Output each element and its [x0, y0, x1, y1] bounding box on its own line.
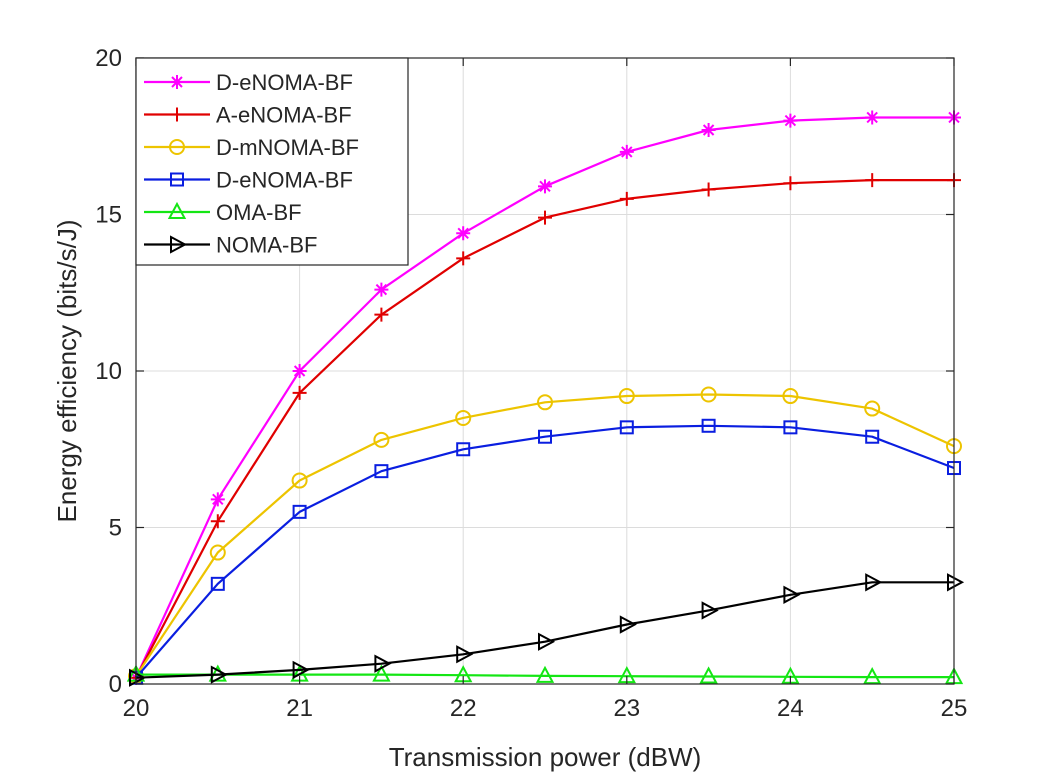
- series-5: [126, 664, 964, 685]
- y-tick-label: 5: [109, 515, 122, 542]
- legend-entry: D-eNOMA-BF: [144, 168, 353, 193]
- data-point: [701, 182, 716, 197]
- data-point: [782, 388, 799, 405]
- data-point: [865, 173, 880, 188]
- legend: D-eNOMA-BF A-eNOMA-BF D-mNOMA-BF D-eNOMA-BF…: [135, 57, 409, 266]
- data-point: [374, 654, 392, 673]
- data-point: [619, 615, 637, 634]
- data-point: [619, 191, 634, 206]
- y-tick-label: 10: [95, 358, 122, 385]
- data-point: [292, 364, 307, 378]
- x-tick-label: 20: [123, 695, 150, 722]
- x-axis-label: Transmission power (dBW): [389, 742, 702, 772]
- data-point: [863, 666, 882, 685]
- data-point: [374, 307, 389, 322]
- data-point: [372, 664, 391, 682]
- data-point: [701, 122, 716, 137]
- data-point: [947, 573, 965, 592]
- series-3: [128, 386, 962, 685]
- y-tick-label: 20: [95, 45, 122, 72]
- data-point: [538, 429, 552, 444]
- series-line: [135, 424, 955, 679]
- x-tick-label: 22: [450, 695, 477, 722]
- data-point: [291, 472, 308, 489]
- data-point: [210, 665, 228, 684]
- legend-label: D-eNOMA-BF: [216, 70, 353, 95]
- data-point: [701, 601, 719, 620]
- data-point: [538, 179, 552, 194]
- data-point: [783, 585, 801, 604]
- legend-label: D-mNOMA-BF: [216, 135, 359, 160]
- y-axis-label: Energy efficiency (bits/s/J): [52, 220, 82, 523]
- legend-entry: NOMA-BF: [144, 233, 317, 258]
- x-tick-label: 24: [777, 695, 804, 722]
- data-point: [783, 420, 798, 435]
- series-line: [135, 581, 954, 679]
- data-point: [455, 409, 472, 426]
- data-point: [537, 394, 553, 411]
- data-point: [292, 660, 310, 680]
- legend-box: [135, 57, 409, 266]
- data-point: [456, 226, 471, 241]
- legend-label: OMA-BF: [216, 200, 302, 225]
- x-tick-label: 25: [941, 695, 968, 722]
- legend-entry: D-mNOMA-BF: [144, 135, 359, 160]
- data-point: [619, 144, 634, 159]
- series-layer: [126, 110, 965, 687]
- legend-entry: A-eNOMA-BF: [144, 103, 352, 128]
- legend-label: NOMA-BF: [216, 233, 317, 258]
- series-1: [129, 110, 961, 685]
- data-point: [456, 645, 474, 664]
- data-point: [170, 75, 184, 89]
- legend-entry: D-eNOMA-BF: [144, 70, 353, 95]
- data-point: [618, 388, 635, 405]
- data-point: [864, 400, 881, 417]
- series-line: [135, 393, 955, 677]
- data-point: [865, 429, 880, 444]
- data-point: [170, 235, 188, 254]
- series-line: [136, 673, 954, 679]
- y-tick-label: 15: [95, 202, 122, 229]
- legend-entry: OMA-BF: [144, 200, 302, 225]
- data-point: [456, 442, 471, 457]
- data-point: [456, 251, 471, 266]
- data-point: [373, 431, 390, 448]
- data-point: [167, 201, 187, 219]
- data-point: [129, 668, 147, 687]
- x-tick-label: 21: [286, 695, 313, 722]
- data-point: [374, 464, 389, 479]
- series-2: [129, 173, 961, 685]
- data-point: [865, 573, 883, 592]
- series-6: [129, 573, 965, 687]
- data-point: [700, 386, 717, 403]
- legend-label: A-eNOMA-BF: [216, 103, 352, 128]
- data-point: [209, 544, 226, 561]
- data-point: [292, 504, 307, 519]
- data-point: [210, 576, 225, 591]
- data-point: [538, 210, 552, 225]
- y-tick-label: 0: [109, 671, 122, 698]
- data-point: [170, 107, 184, 122]
- data-point: [210, 492, 225, 507]
- data-point: [210, 514, 225, 529]
- data-point: [292, 385, 307, 400]
- data-point: [374, 282, 389, 297]
- data-point: [619, 420, 634, 435]
- data-point: [169, 139, 185, 155]
- data-point: [701, 418, 716, 433]
- data-point: [865, 110, 880, 125]
- data-point: [538, 632, 556, 651]
- data-point: [783, 113, 798, 128]
- data-point: [699, 666, 718, 684]
- data-point: [170, 172, 184, 187]
- data-point: [535, 665, 555, 683]
- legend-label: D-eNOMA-BF: [216, 168, 353, 193]
- x-tick-label: 23: [613, 695, 640, 722]
- data-point: [783, 176, 798, 191]
